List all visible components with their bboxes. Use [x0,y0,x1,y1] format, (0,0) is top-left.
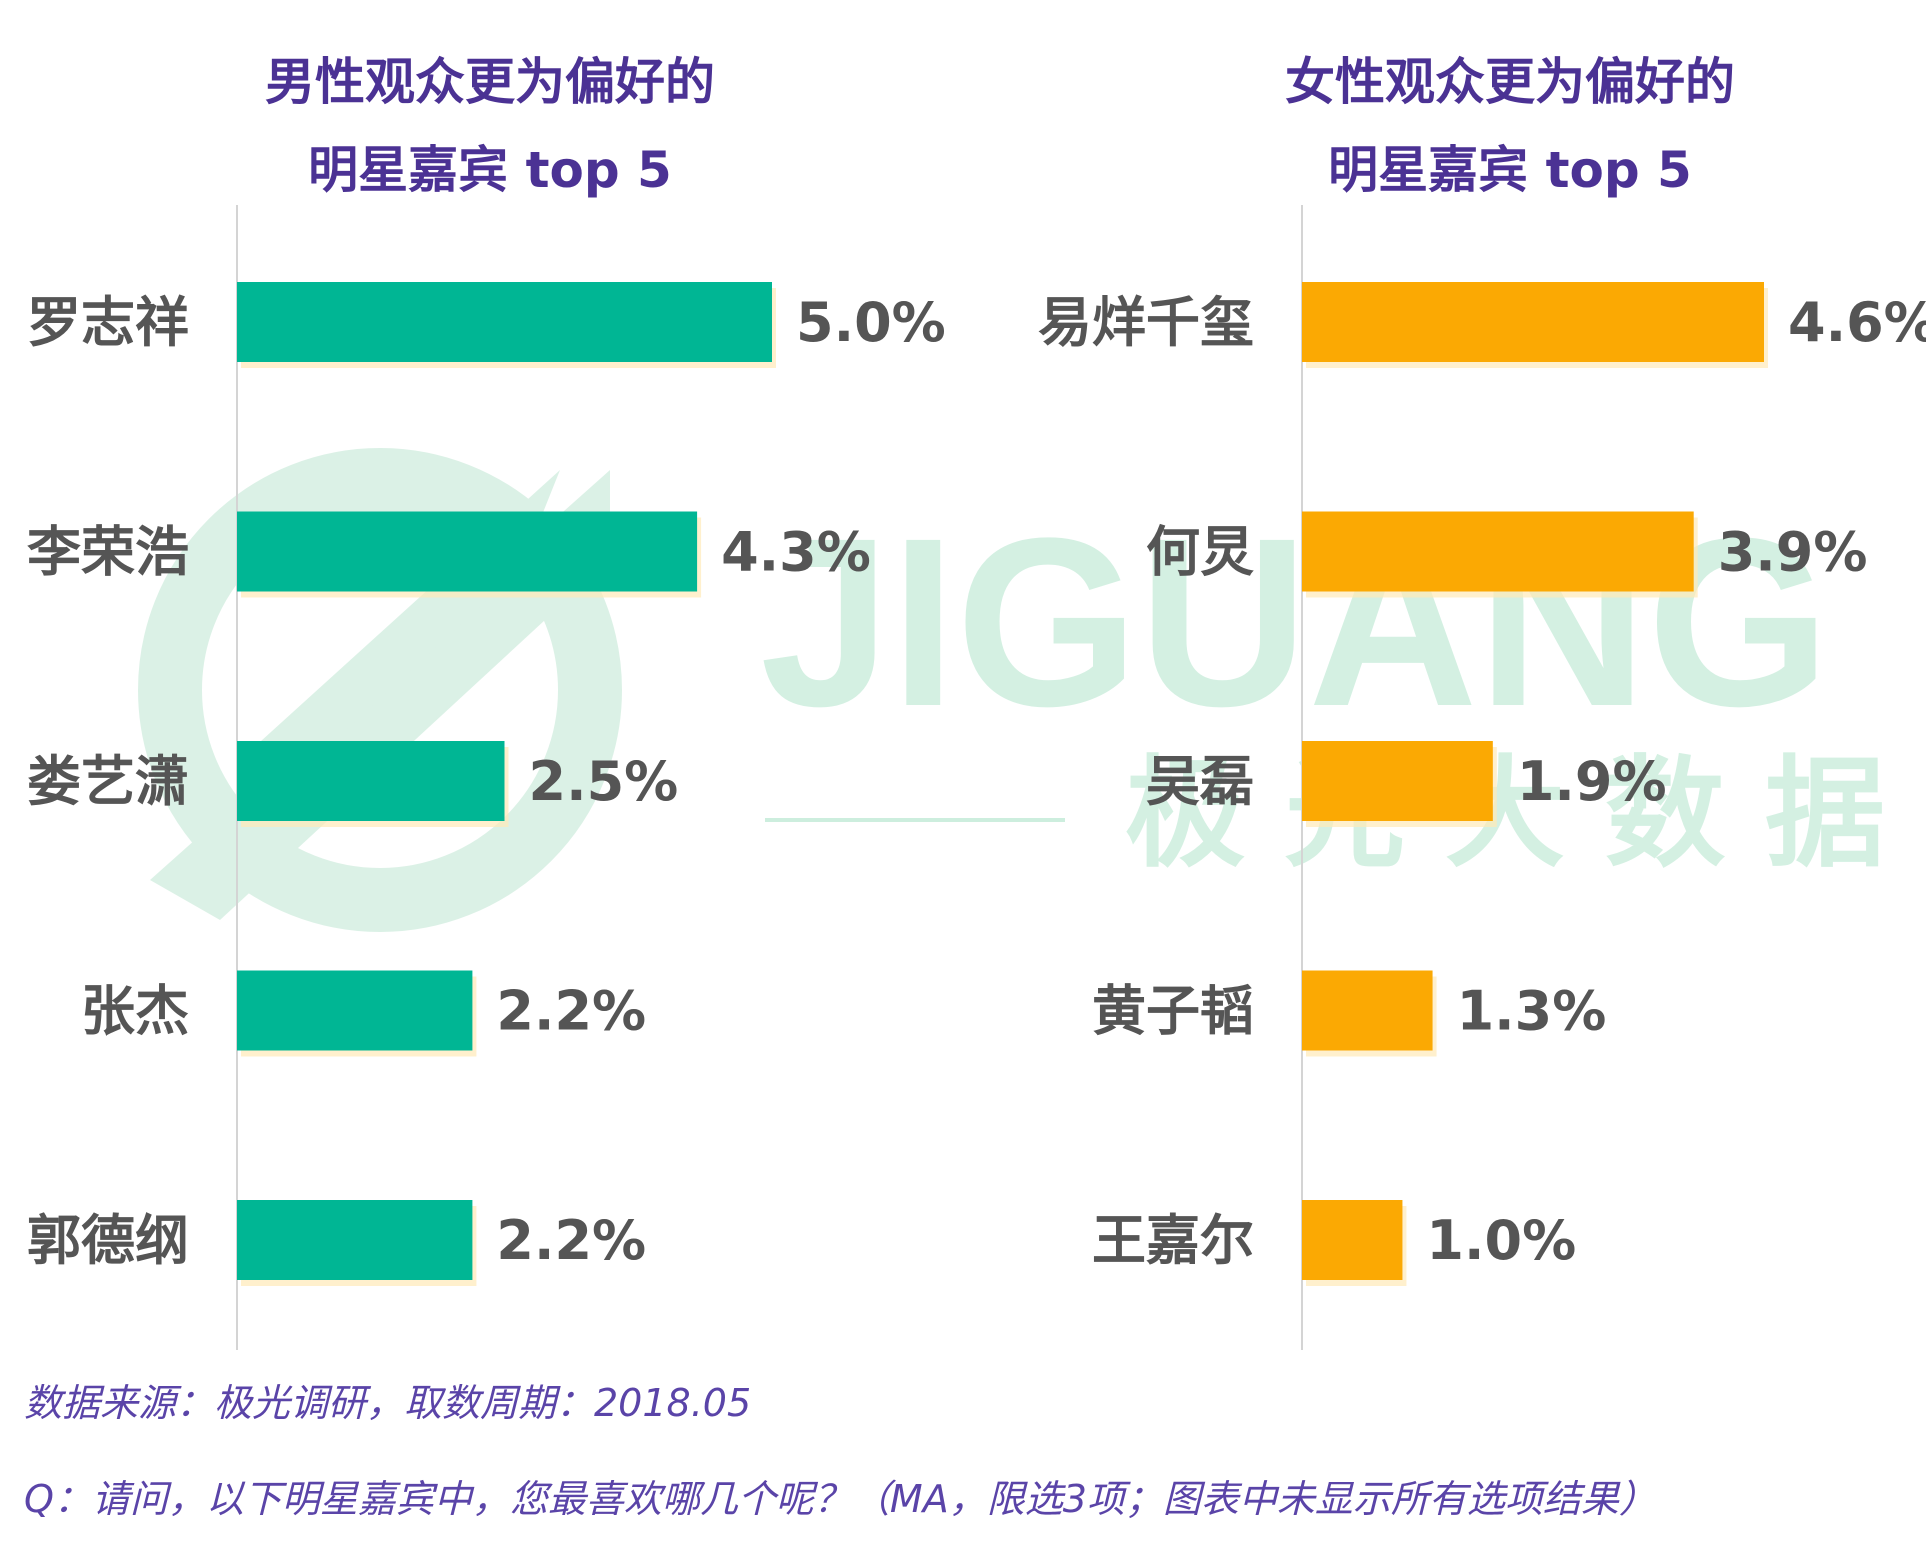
female-category-label: 吴磊 [1146,750,1254,813]
male-category-label: 李荣浩 [27,521,189,584]
female-bar [1302,511,1694,592]
male-category-label: 张杰 [81,980,189,1043]
male-value-label: 5.0% [796,291,946,354]
female-category-label: 黄子韬 [1092,980,1254,1043]
female-category-label: 王嘉尔 [1092,1209,1254,1272]
male-value-label: 4.3% [721,521,871,584]
female-bar [1302,741,1493,821]
female-bar-chart: 易烊千玺 4.6% 何炅 3.9% 吴磊 1.9% 黄子韬 1.3% 王嘉尔 1.0% [1038,205,1926,1350]
female-category-label: 易烊千玺 [1038,291,1254,354]
female-category-label: 何炅 [1146,521,1254,584]
female-bar [1302,282,1764,362]
female-value-label: 1.9% [1517,750,1667,813]
male-bar [237,970,473,1051]
male-value-label: 2.2% [496,1209,646,1272]
female-chart-title-line1: 女性观众更为偏好的 [1285,53,1735,111]
female-bar [1302,1200,1403,1280]
male-chart-title: 男性观众更为偏好的 明星嘉宾 top 5 [120,38,860,214]
female-chart-title: 女性观众更为偏好的 明星嘉宾 top 5 [1140,38,1880,214]
male-bar [237,1200,473,1280]
survey-question-note: Q：请问，以下明星嘉宾中，您最喜欢哪几个呢？（MA，限选3项；图表中未显示所有选… [24,1477,1657,1521]
male-category-label: 娄艺潇 [27,750,189,813]
female-chart-title-line2: 明星嘉宾 top 5 [1328,141,1692,199]
female-value-label: 4.6% [1788,291,1926,354]
male-bar [237,282,772,362]
male-bar [237,511,698,592]
female-value-label: 3.9% [1718,521,1868,584]
male-bar [237,741,505,821]
male-chart-title-line2: 明星嘉宾 top 5 [308,141,672,199]
data-source-note: 数据来源：极光调研，取数周期：2018.05 [24,1381,752,1425]
male-category-label: 罗志祥 [27,291,189,354]
female-bar [1302,970,1433,1051]
male-bar-chart: 罗志祥 5.0% 李荣浩 4.3% 娄艺潇 2.5% 张杰 2.2% 郭德纲 2.2% [27,205,946,1350]
female-value-label: 1.3% [1457,980,1607,1043]
male-chart-title-line1: 男性观众更为偏好的 [265,53,715,111]
male-value-label: 2.5% [529,750,679,813]
male-value-label: 2.2% [496,980,646,1043]
female-value-label: 1.0% [1426,1209,1576,1272]
male-category-label: 郭德纲 [27,1209,189,1272]
